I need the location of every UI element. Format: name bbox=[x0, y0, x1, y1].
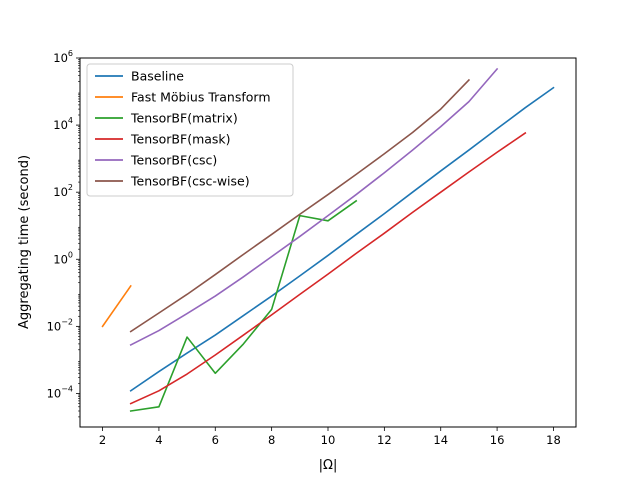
series-line-1 bbox=[101, 284, 132, 328]
y-tick-label: 102 bbox=[53, 183, 73, 199]
x-axis: 2 4 6 8 10 12 14 16 18 bbox=[99, 427, 561, 447]
x-tick-label: 8 bbox=[268, 433, 275, 447]
x-axis-label: |Ω| bbox=[319, 458, 338, 473]
x-tick-label: 16 bbox=[490, 433, 505, 447]
legend-entry-label: TensorBF(matrix) bbox=[130, 111, 238, 126]
legend-entry-label: Fast Möbius Transform bbox=[131, 90, 271, 105]
x-tick-label: 14 bbox=[433, 433, 448, 447]
series-line-4 bbox=[129, 67, 499, 346]
x-tick-label: 10 bbox=[321, 433, 336, 447]
legend-entry-label: TensorBF(csc) bbox=[130, 153, 217, 168]
x-tick-label: 2 bbox=[99, 433, 106, 447]
y-tick-label: 10−2 bbox=[47, 317, 73, 333]
legend-entry-label: TensorBF(csc-wise) bbox=[130, 174, 250, 189]
legend: Baseline Fast Möbius Transform TensorBF(ma… bbox=[86, 63, 294, 197]
x-tick-label: 18 bbox=[546, 433, 561, 447]
legend-box bbox=[86, 63, 294, 197]
y-axis: 10−4 10−2 100 102 104 106 bbox=[47, 49, 80, 418]
y-tick-label: 100 bbox=[53, 250, 73, 266]
y-tick-label: 10−4 bbox=[47, 384, 73, 400]
x-tick-label: 12 bbox=[377, 433, 392, 447]
legend-entry-label: Baseline bbox=[131, 69, 184, 84]
series-line-5 bbox=[129, 78, 471, 333]
series-line-3 bbox=[129, 131, 527, 405]
x-tick-label: 6 bbox=[212, 433, 219, 447]
series-line-2 bbox=[129, 199, 358, 412]
plot-lines bbox=[101, 67, 555, 412]
legend-entry-label: TensorBF(mask) bbox=[130, 132, 231, 147]
y-axis-label: Aggregating time (second) bbox=[17, 155, 32, 329]
y-tick-label: 106 bbox=[53, 49, 73, 65]
x-tick-label: 4 bbox=[155, 433, 162, 447]
y-tick-label: 104 bbox=[53, 116, 73, 132]
series-line-0 bbox=[129, 86, 555, 392]
